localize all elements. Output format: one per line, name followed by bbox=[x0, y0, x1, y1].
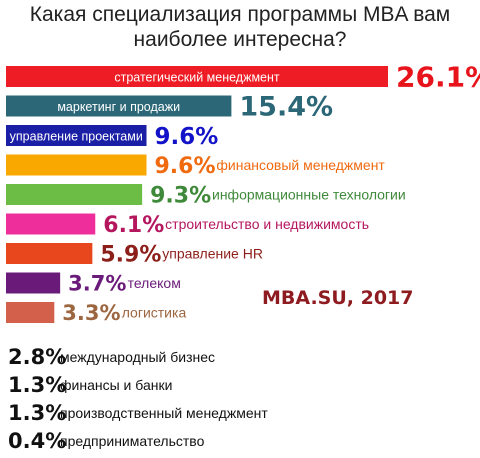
category-label: стратегический менеджмент bbox=[114, 71, 280, 85]
value-label: 26.1% bbox=[396, 61, 480, 94]
category-label: информационные технологии bbox=[212, 187, 406, 203]
value-label: 1.3% bbox=[8, 373, 66, 397]
bar bbox=[6, 154, 147, 176]
category-label: строительство и недвижимость bbox=[165, 216, 369, 232]
value-label: 9.6% bbox=[155, 154, 216, 179]
source-label: MBA.SU, 2017 bbox=[262, 287, 414, 309]
bar bbox=[6, 272, 61, 294]
value-label: 3.3% bbox=[62, 301, 120, 325]
category-label: управление проектами bbox=[10, 130, 143, 144]
value-label: 6.1% bbox=[103, 213, 164, 238]
category-label: производственный менеджмент bbox=[60, 405, 268, 421]
value-label: 9.3% bbox=[150, 183, 211, 208]
category-label: управление HR bbox=[162, 246, 263, 262]
value-label: 9.6% bbox=[155, 124, 219, 150]
chart-title: Какая специализация программы MBA вам на… bbox=[29, 3, 451, 51]
category-label: предпринимательство bbox=[60, 433, 205, 449]
bar bbox=[6, 66, 388, 87]
value-label: 3.7% bbox=[68, 272, 126, 296]
value-label: 0.4% bbox=[8, 429, 66, 453]
value-label: 2.8% bbox=[8, 345, 66, 369]
bar bbox=[6, 213, 96, 235]
value-label: 15.4% bbox=[239, 92, 333, 123]
bar bbox=[6, 125, 147, 146]
bar bbox=[6, 95, 232, 117]
bar bbox=[6, 243, 93, 264]
bar bbox=[6, 302, 55, 323]
category-label: телеком bbox=[128, 275, 181, 291]
category-label: финансы и банки bbox=[60, 377, 172, 393]
value-label: 5.9% bbox=[100, 242, 161, 267]
bar bbox=[6, 184, 143, 205]
category-label: логистика bbox=[122, 305, 187, 321]
category-label: международный бизнес bbox=[60, 349, 215, 365]
category-label: маркетинг и продажи bbox=[57, 100, 180, 114]
category-label: финансовый менеджмент bbox=[216, 157, 385, 173]
value-label: 1.3% bbox=[8, 401, 66, 425]
